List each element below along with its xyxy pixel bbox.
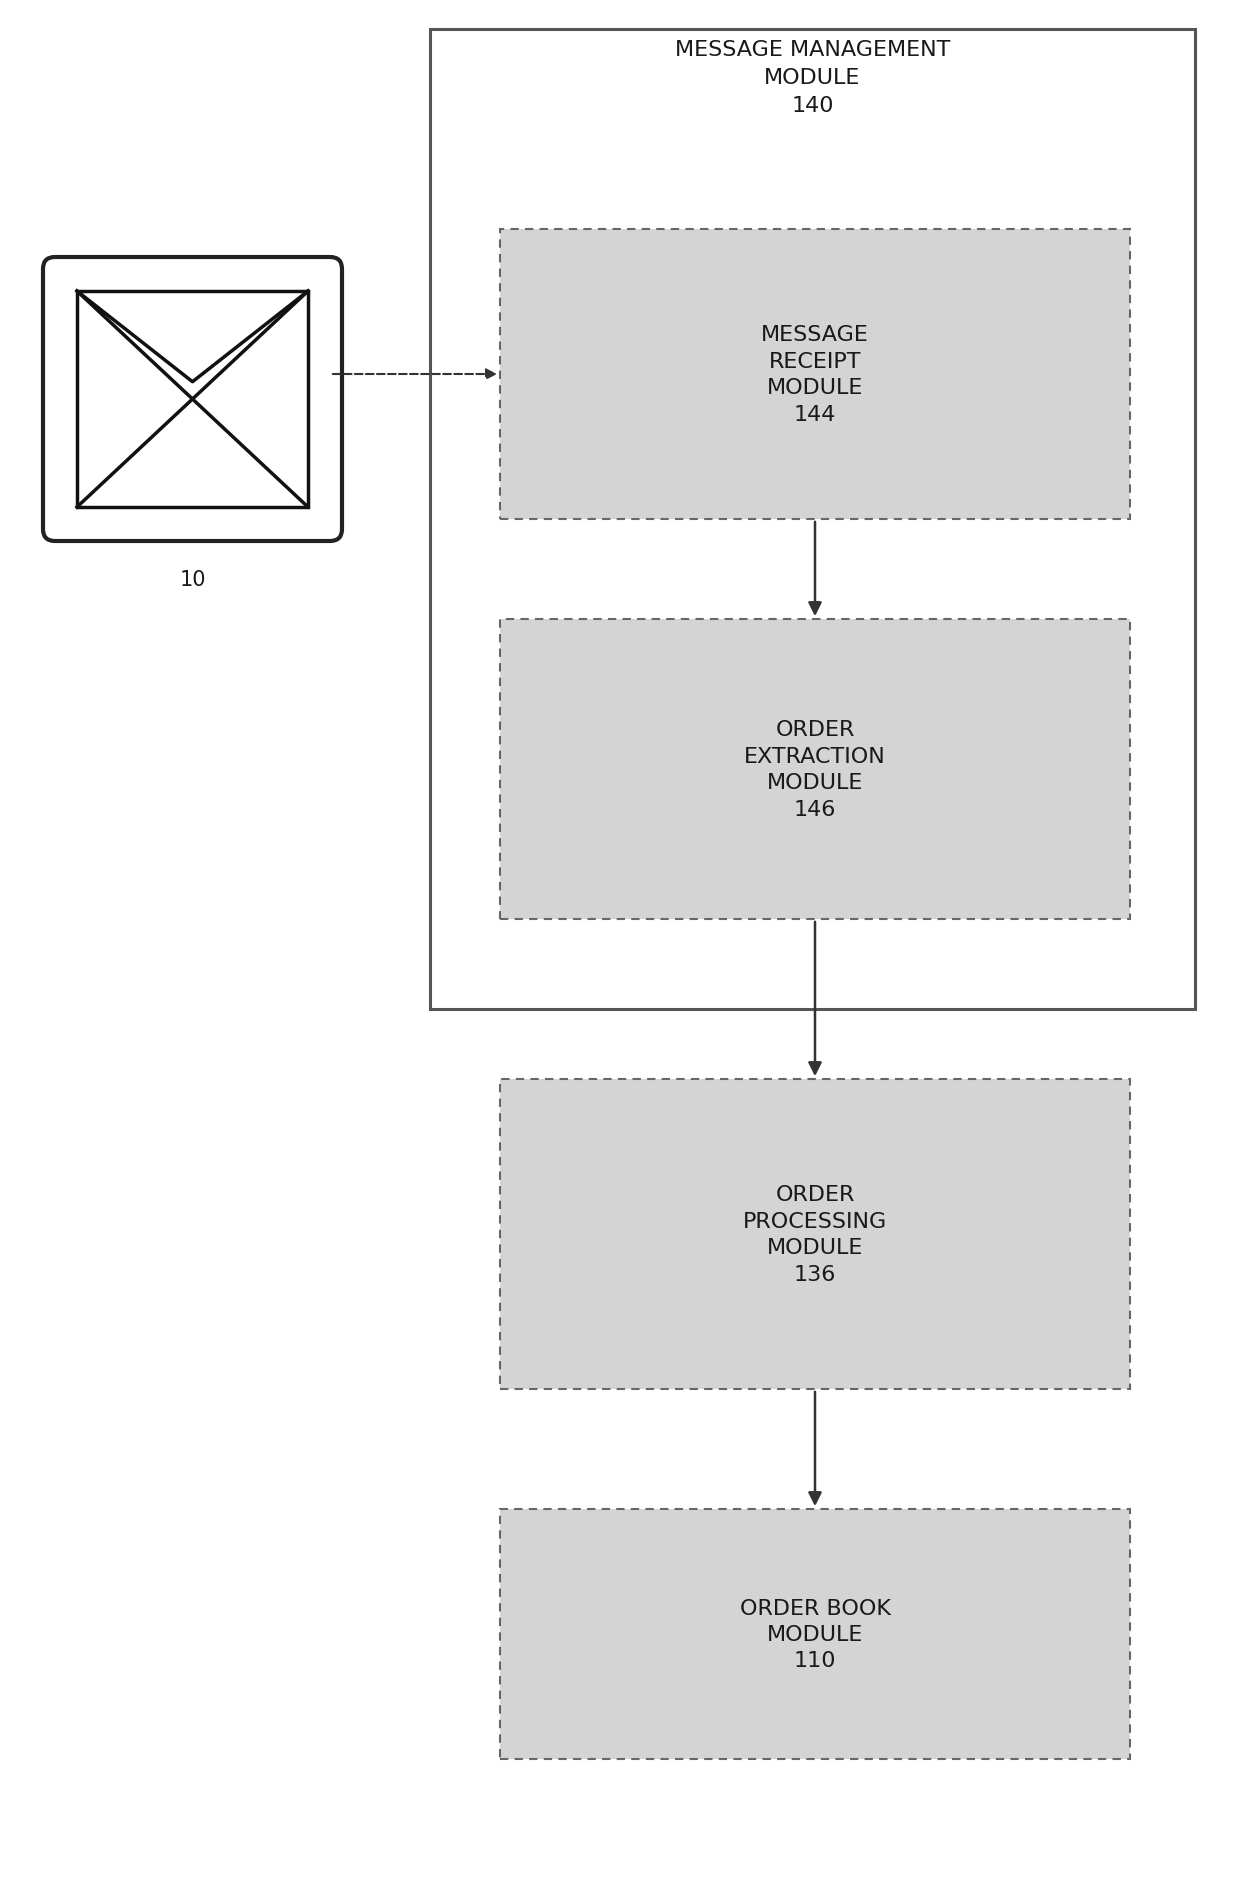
FancyBboxPatch shape [43,259,342,542]
Bar [500,1079,1130,1388]
Text: ORDER
PROCESSING
MODULE
136: ORDER PROCESSING MODULE 136 [743,1184,887,1285]
Bar [77,291,308,508]
Text: 10: 10 [180,570,206,589]
Text: ORDER BOOK
MODULE
110: ORDER BOOK MODULE 110 [739,1598,890,1670]
Bar [500,1509,1130,1759]
Text: ORDER
EXTRACTION
MODULE
146: ORDER EXTRACTION MODULE 146 [744,720,885,820]
Bar [500,230,1130,519]
Text: MESSAGE MANAGEMENT
MODULE
140: MESSAGE MANAGEMENT MODULE 140 [675,40,950,115]
Text: MESSAGE
RECEIPT
MODULE
144: MESSAGE RECEIPT MODULE 144 [761,325,869,425]
Bar [430,30,1195,1009]
Bar [500,620,1130,920]
